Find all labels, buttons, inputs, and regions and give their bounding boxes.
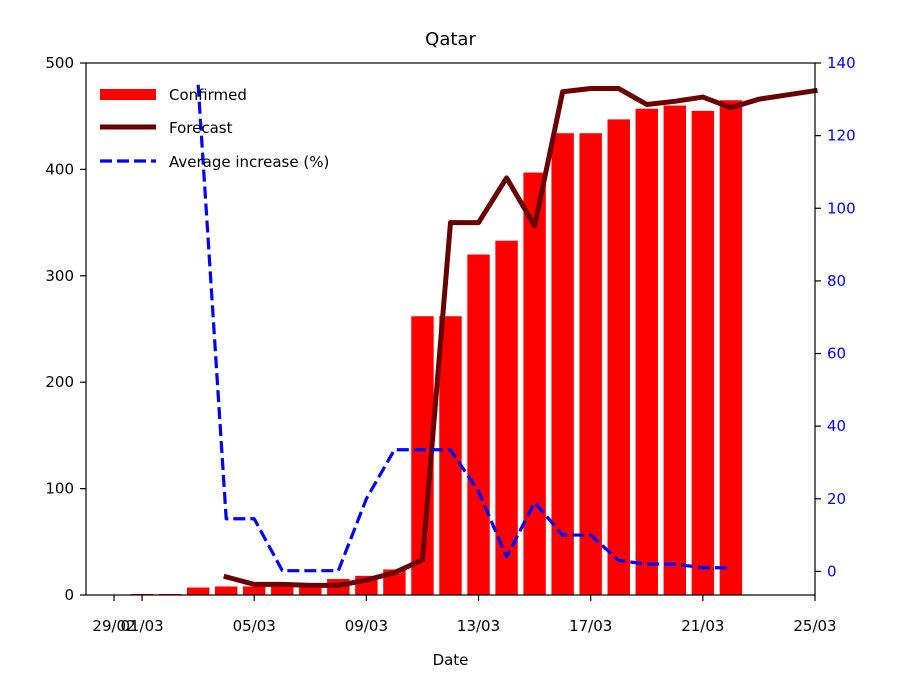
bar-confirmed-6: [299, 586, 322, 595]
y2-tick-label-4: 80: [827, 272, 846, 290]
forecast-line: [223, 86, 818, 588]
bar-confirmed-18: [635, 108, 658, 595]
x-tick-label-1: 01/03: [120, 617, 163, 635]
y2-tick-label-2: 40: [827, 417, 846, 435]
x-tick-label-6: 21/03: [681, 617, 724, 635]
plot-frame: [85, 62, 816, 596]
legend-label-2: Average increase (%): [169, 153, 329, 171]
y-tick-label-1: 100: [45, 480, 74, 498]
legend-swatch-confirmed: [100, 89, 156, 100]
y-tick-label-4: 400: [45, 160, 74, 178]
x-tick-label-3: 09/03: [345, 617, 388, 635]
y2-tick-label-5: 100: [827, 199, 856, 217]
y2-tick-label-6: 120: [827, 127, 856, 145]
y-tick-label-0: 0: [64, 586, 74, 604]
bar-confirmed-10: [411, 316, 434, 595]
bar-confirmed-2: [186, 587, 210, 595]
x-tick-label-2: 05/03: [233, 617, 276, 635]
bars-group: [130, 100, 743, 596]
x-tick-label-5: 17/03: [569, 617, 612, 635]
bar-confirmed-17: [607, 119, 630, 595]
x-axis-label: Date: [433, 651, 469, 669]
bar-confirmed-19: [663, 105, 687, 595]
legend: Confirmed Forecast Average increase (%): [100, 86, 329, 171]
bar-confirmed-4: [243, 586, 266, 595]
y-axis-right: 0 20 40 60 80 100 120 140: [815, 54, 856, 580]
y2-tick-label-0: 0: [827, 562, 837, 580]
bar-confirmed-20: [691, 110, 715, 595]
y-tick-label-5: 500: [45, 54, 74, 72]
bar-confirmed-16: [579, 133, 602, 595]
bar-confirmed-21: [719, 100, 743, 596]
legend-label-1: Forecast: [169, 119, 233, 137]
bar-confirmed-3: [214, 586, 238, 595]
bar-confirmed-12: [467, 254, 490, 595]
chart-title: Qatar: [425, 29, 476, 50]
y-axis-left: 0 100 200 300 400 500: [45, 54, 86, 604]
legend-label-0: Confirmed: [169, 86, 247, 104]
x-tick-label-0: 29/02: [92, 617, 135, 635]
bar-confirmed-15: [551, 133, 574, 595]
bar-confirmed-5: [271, 586, 294, 595]
y-tick-label-2: 200: [45, 373, 74, 391]
y2-tick-label-1: 20: [827, 490, 846, 508]
bar-confirmed-11: [439, 316, 462, 595]
x-tick-label-7: 25/03: [793, 617, 836, 635]
y2-tick-label-7: 140: [827, 54, 856, 72]
average-increase-line: [196, 84, 731, 573]
lines-group: [196, 84, 818, 588]
y2-tick-label-3: 60: [827, 345, 846, 363]
bar-confirmed-14: [523, 172, 546, 595]
x-tick-label-4: 13/03: [457, 617, 500, 635]
y-tick-label-3: 300: [45, 267, 74, 285]
bar-confirmed-13: [495, 240, 518, 595]
